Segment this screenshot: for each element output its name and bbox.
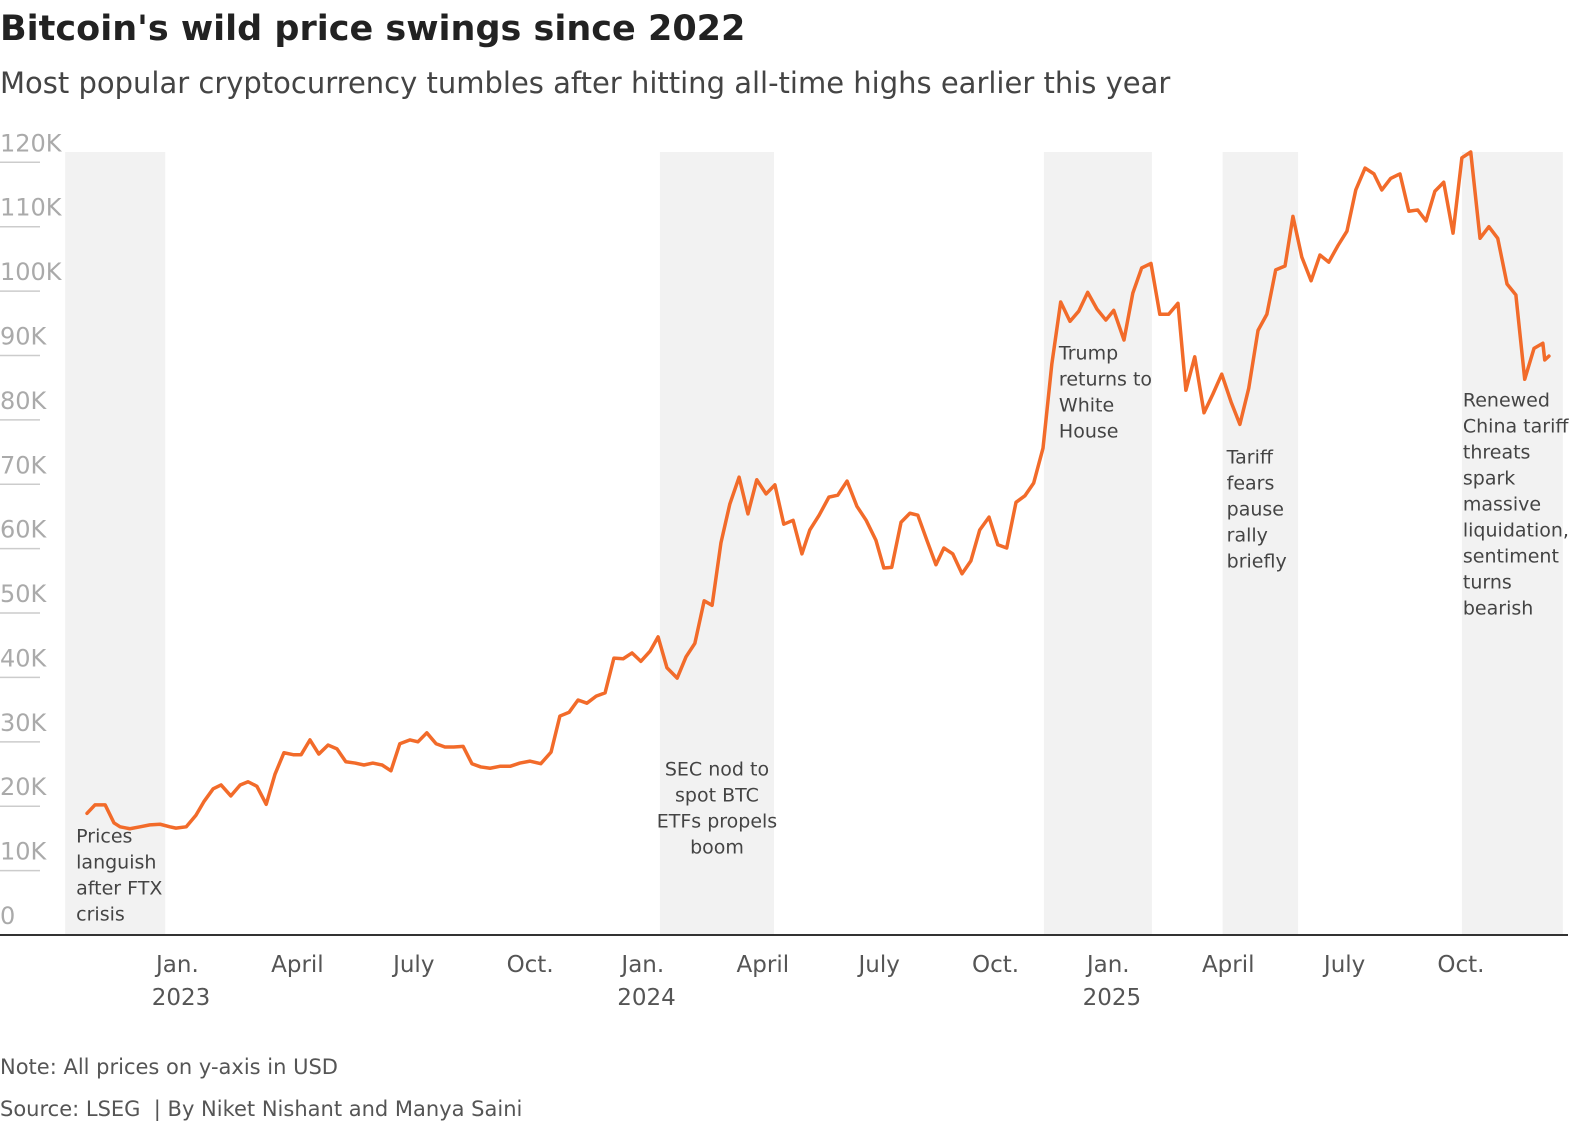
x-tick-label: April [737,952,790,978]
y-tick-label: 50K [0,580,48,608]
highlight-band [65,152,166,935]
highlight-band [1222,152,1299,935]
y-tick-label: 120K [0,129,63,157]
annotation: massive [1463,494,1541,516]
x-tick-label: Jan. 2023 [152,952,211,1011]
y-tick-label: 30K [0,709,48,737]
y-tick-label: 0 [0,902,15,930]
x-tick-label: July [391,952,434,978]
annotation: languish [76,852,156,874]
y-tick-label: 60K [0,516,48,544]
annotation: White [1059,395,1114,417]
annotation: bearish [1463,598,1533,620]
highlight-band [1043,152,1152,935]
annotation: spot BTC [675,785,759,807]
y-tick-label: 90K [0,322,48,350]
annotation: Trump [1058,343,1118,365]
annotation: ETFs propels [657,811,778,833]
annotation: pause [1227,499,1284,521]
y-tick-label: 70K [0,451,48,479]
annotation: House [1059,421,1119,443]
y-tick-label: 20K [0,773,48,801]
y-tick-label: 110K [0,194,63,222]
x-tick-label: April [271,952,324,978]
annotation: threats [1463,442,1531,464]
x-tick-label: Jan. 2025 [1083,952,1142,1011]
chart-subtitle: Most popular cryptocurrency tumbles afte… [0,66,1170,100]
annotation: fears [1227,473,1275,495]
chart-title: Bitcoin's wild price swings since 2022 [0,9,745,49]
price-line [85,150,1551,831]
annotation: Tariff [1226,447,1274,469]
annotation: crisis [76,904,125,926]
x-tick-label: July [856,952,899,978]
note: Note: All prices on y-axis in USD [0,1055,338,1079]
annotation: spark [1463,468,1515,490]
annotation: rally [1227,525,1268,547]
annotation: returns to [1059,369,1152,391]
highlight-band [1461,152,1563,935]
y-tick-label: 100K [0,258,63,286]
y-tick-label: 40K [0,644,48,672]
annotation: turns [1463,572,1512,594]
y-tick-label: 80K [0,387,48,415]
annotation: China tariff [1463,416,1569,438]
x-tick-label: July [1322,952,1365,978]
annotation: sentiment [1463,546,1559,568]
highlight-band [659,152,774,935]
x-tick-label: Jan. 2024 [617,952,676,1011]
annotation: after FTX [76,878,162,900]
annotation: boom [690,837,744,859]
source: Source: LSEG | By Niket Nishant and Many… [0,1097,522,1122]
annotation: briefly [1227,551,1287,573]
x-tick-label: Oct. [1437,952,1484,978]
annotation: SEC nod to [665,759,769,781]
x-tick-label: Oct. [507,952,554,978]
annotation: liquidation, [1463,520,1569,542]
x-tick-label: Oct. [972,952,1019,978]
annotation: Renewed [1463,390,1550,412]
y-tick-label: 10K [0,838,48,866]
annotation: Prices [76,826,132,848]
x-tick-label: April [1202,952,1255,978]
